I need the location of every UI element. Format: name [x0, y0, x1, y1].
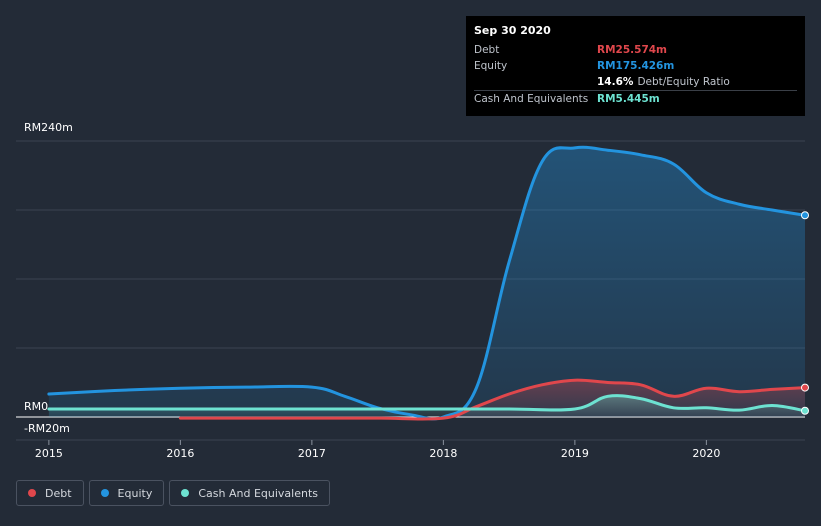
legend-debt-label: Debt [45, 486, 72, 500]
legend-item-debt[interactable]: Debt [16, 480, 84, 506]
y-tick-label: RM0 [24, 400, 48, 413]
cash-dot-icon [181, 489, 190, 497]
y-tick-label: RM240m [24, 121, 73, 134]
axes: RM240m RM0 -RM20m 2015 2016 2017 2018 2019 2020 [24, 121, 720, 460]
tooltip-equity-value: RM175.426m [597, 60, 675, 72]
tooltip-debt-value: RM25.574m [597, 44, 667, 56]
debt-line [178, 378, 807, 421]
cash-line [47, 394, 807, 413]
legend-item-cash[interactable]: Cash And Equivalents [169, 480, 330, 506]
x-tick-label: 2020 [692, 447, 720, 460]
legend-item-equity[interactable]: Equity [88, 480, 165, 506]
tooltip-panel: Sep 30 2020 Debt RM25.574m Equity RM175.… [466, 16, 805, 116]
tooltip-equity-row: Equity RM175.426m [474, 58, 797, 74]
legend-cash-label: Cash And Equivalents [198, 486, 318, 500]
equity-line [47, 145, 807, 421]
equity-area [48, 147, 805, 419]
tooltip-ratio-label: Debt/Equity Ratio [637, 76, 730, 88]
tooltip-cash-row: Cash And Equivalents RM5.445m [474, 90, 797, 107]
x-tick-label: 2016 [166, 447, 194, 460]
y-tick-label: -RM20m [24, 422, 70, 435]
series-areas [48, 147, 805, 420]
tooltip-date: Sep 30 2020 [474, 24, 551, 37]
tooltip-debt-row: Debt RM25.574m [474, 42, 797, 58]
x-tick-label: 2018 [429, 447, 457, 460]
cash-end-marker[interactable] [801, 406, 809, 415]
x-tick-label: 2015 [35, 447, 63, 460]
tooltip-ratio-row: 14.6% Debt/Equity Ratio [474, 74, 797, 90]
tooltip-ratio-value: 14.6% [597, 76, 634, 88]
debt-end-marker[interactable] [801, 383, 809, 392]
legend-equity-label: Equity [117, 486, 153, 500]
equity-end-marker[interactable] [801, 211, 809, 220]
tooltip-equity-label: Equity [474, 60, 508, 72]
cash-area [48, 395, 805, 417]
tooltip-cash-value: RM5.445m [597, 93, 660, 105]
debt-dot-icon [28, 489, 36, 497]
tooltip-debt-label: Debt [474, 44, 500, 56]
tooltip-cash-label: Cash And Equivalents [474, 93, 589, 105]
x-tick-label: 2017 [298, 447, 326, 460]
legend: Debt Equity Cash And Equivalents [16, 480, 330, 506]
series-markers [801, 211, 809, 415]
series-lines [47, 145, 807, 421]
equity-dot-icon [100, 489, 109, 497]
x-tick-label: 2019 [561, 447, 589, 460]
